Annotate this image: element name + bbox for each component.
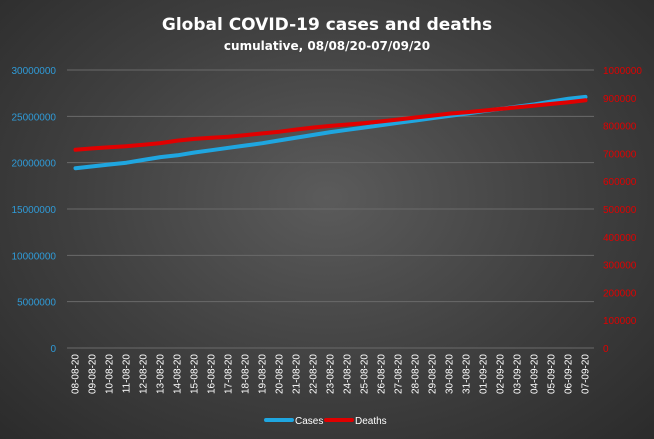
x-tick-label: 06-09-20	[564, 354, 575, 394]
x-tick-label: 31-08-20	[462, 354, 473, 394]
x-tick-label: 15-08-20	[190, 354, 201, 394]
x-tick-label: 08-08-20	[71, 354, 82, 394]
left-tick-label: 5000000	[17, 298, 56, 309]
x-tick-label: 26-08-20	[377, 354, 388, 394]
series-layer	[73, 94, 588, 171]
x-tick-label: 16-08-20	[207, 354, 218, 394]
grid-layer	[67, 69, 594, 349]
right-tick-label: 100000	[603, 316, 637, 327]
right-axis-ticks: 0 100000 200000 300000 400000 500000 600000 700…	[603, 66, 642, 355]
left-axis-ticks: 0 5000000 10000000 15000000 20000000 25000000…	[12, 66, 57, 355]
x-tick-label: 24-08-20	[343, 354, 354, 394]
right-tick-label: 700000	[603, 149, 637, 160]
legend: Cases Deaths	[264, 416, 387, 427]
left-tick-label: 10000000	[12, 251, 57, 262]
legend-label: Cases	[295, 416, 323, 427]
x-tick-label: 09-08-20	[88, 354, 99, 394]
right-tick-label: 1000000	[603, 66, 642, 77]
x-tick-label: 17-08-20	[224, 354, 235, 394]
left-tick-label: 15000000	[12, 205, 57, 216]
x-tick-label: 29-08-20	[428, 354, 439, 394]
series-line-deaths	[73, 98, 588, 152]
x-tick-label: 11-08-20	[122, 354, 133, 394]
chart-title: Global COVID-19 cases and deaths	[162, 15, 492, 35]
x-tick-label: 12-08-20	[139, 354, 150, 394]
x-tick-label: 21-08-20	[292, 354, 303, 394]
x-tick-label: 07-09-20	[581, 354, 592, 394]
x-tick-label: 05-09-20	[547, 354, 558, 394]
x-tick-label: 18-08-20	[241, 354, 252, 394]
x-tick-label: 19-08-20	[258, 354, 269, 394]
right-tick-label: 500000	[603, 205, 637, 216]
x-tick-label: 02-09-20	[496, 354, 507, 394]
right-tick-label: 600000	[603, 177, 637, 188]
left-tick-label: 30000000	[12, 66, 57, 77]
legend-label: Deaths	[355, 416, 387, 427]
x-tick-label: 28-08-20	[411, 354, 422, 394]
x-tick-label: 22-08-20	[309, 354, 320, 394]
x-tick-label: 10-08-20	[105, 354, 116, 394]
x-tick-label: 25-08-20	[360, 354, 371, 394]
left-tick-label: 0	[50, 344, 56, 355]
left-tick-label: 25000000	[12, 112, 57, 123]
x-tick-label: 30-08-20	[445, 354, 456, 394]
x-tick-label: 01-09-20	[479, 354, 490, 394]
chart-subtitle: cumulative, 08/08/20-07/09/20	[224, 39, 430, 53]
x-tick-label: 13-08-20	[156, 354, 167, 394]
x-tick-label: 27-08-20	[394, 354, 405, 394]
x-tick-label: 20-08-20	[275, 354, 286, 394]
right-tick-label: 0	[603, 344, 609, 355]
x-axis-ticks: 08-08-20 09-08-20 10-08-20 11-08-20 12-08-20…	[71, 354, 592, 394]
right-tick-label: 800000	[603, 122, 637, 133]
x-tick-label: 14-08-20	[173, 354, 184, 394]
left-tick-label: 20000000	[12, 159, 57, 170]
x-tick-label: 23-08-20	[326, 354, 337, 394]
right-tick-label: 400000	[603, 233, 637, 244]
x-tick-label: 03-09-20	[513, 354, 524, 394]
right-tick-label: 300000	[603, 261, 637, 272]
right-tick-label: 900000	[603, 94, 637, 105]
x-tick-label: 04-09-20	[530, 354, 541, 394]
right-tick-label: 200000	[603, 288, 637, 299]
